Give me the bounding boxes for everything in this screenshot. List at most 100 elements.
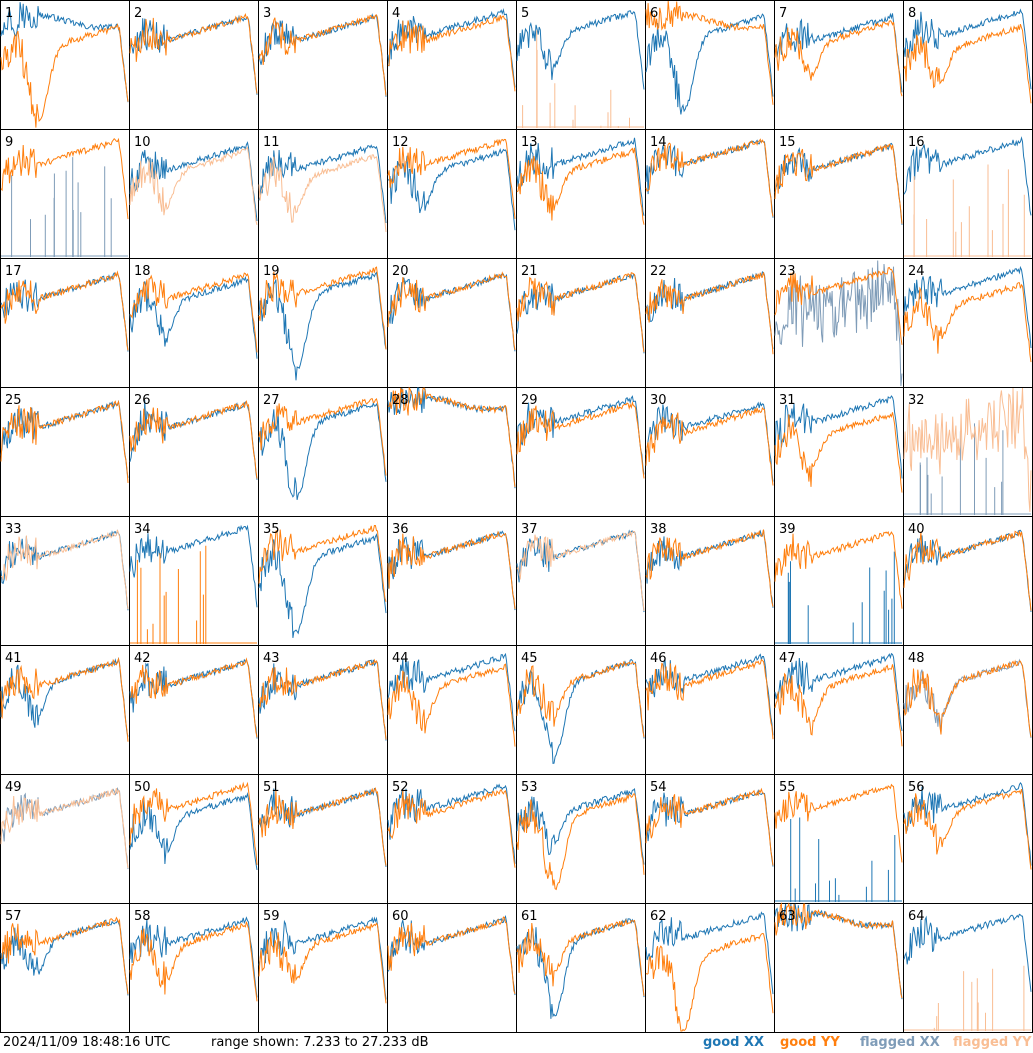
series-xx-tile-31 (774, 395, 903, 479)
tile-label: 56 (908, 780, 925, 795)
tile-43: 43 (258, 645, 388, 775)
tile-label: 15 (779, 135, 796, 150)
tile-label: 25 (5, 393, 22, 408)
series-xx-tile-40 (903, 529, 1032, 612)
tile-54: 54 (645, 774, 775, 904)
series-xx-tile-21 (516, 274, 645, 354)
series-yy-tile-64 (904, 965, 1031, 1031)
tile-label: 7 (779, 6, 787, 21)
tile-label: 48 (908, 651, 925, 666)
series-xx-tile-26 (129, 400, 258, 480)
series-xx-tile-45 (516, 658, 645, 765)
tile-58: 58 (129, 903, 259, 1033)
tile-60: 60 (387, 903, 517, 1033)
series-xx-tile-58 (129, 916, 258, 998)
series-xx-tile-5 (516, 10, 645, 90)
series-yy-tile-39 (774, 530, 903, 609)
tile-19: 19 (258, 258, 388, 388)
series-yy-tile-54 (645, 787, 774, 866)
series-yy-tile-35 (258, 525, 387, 602)
series-xx-tile-7 (774, 12, 903, 93)
legend-flagged-yy: flagged YY (953, 1035, 1032, 1050)
tile-label: 43 (263, 651, 280, 666)
tile-label: 27 (263, 393, 280, 408)
tile-6: 6 (645, 0, 775, 130)
tile-label: 46 (650, 651, 667, 666)
tile-9: 9 (0, 129, 130, 259)
series-yy-tile-41 (0, 657, 129, 742)
series-xx-tile-35 (258, 533, 387, 638)
tile-61: 61 (516, 903, 646, 1033)
tile-17: 17 (0, 258, 130, 388)
tile-30: 30 (645, 387, 775, 517)
tile-border (129, 0, 259, 130)
tile-label: 6 (650, 6, 658, 21)
tile-label: 21 (521, 264, 538, 279)
tile-label: 61 (521, 909, 538, 924)
tile-14: 14 (645, 129, 775, 259)
tile-1: 1 (0, 0, 130, 130)
tile-label: 59 (263, 909, 280, 924)
series-xx-tile-51 (258, 787, 387, 867)
tile-39: 39 (774, 516, 904, 646)
series-yy-tile-36 (387, 530, 516, 609)
tile-label: 41 (5, 651, 22, 666)
tile-20: 20 (387, 258, 517, 388)
tile-label: 54 (650, 780, 667, 795)
tile-label: 36 (392, 522, 409, 537)
series-xx-tile-12 (387, 148, 516, 231)
series-yy-tile-43 (258, 658, 387, 740)
series-yy-tile-53 (516, 793, 645, 891)
tile-8: 8 (903, 0, 1033, 130)
series-yy-tile-60 (387, 916, 516, 995)
tile-label: 52 (392, 780, 409, 795)
series-xx-tile-23 (774, 260, 903, 387)
series-xx-tile-64 (903, 913, 1032, 992)
series-xx-tile-53 (516, 787, 645, 865)
series-yy-tile-6 (645, 0, 774, 105)
tile-29: 29 (516, 387, 646, 517)
tile-45: 45 (516, 645, 646, 775)
series-yy-tile-15 (774, 143, 903, 224)
tile-label: 19 (263, 264, 280, 279)
series-yy-tile-24 (903, 282, 1032, 363)
series-yy-tile-9 (0, 137, 129, 220)
tile-53: 53 (516, 774, 646, 904)
tile-label: 31 (779, 393, 796, 408)
tile-label: 23 (779, 264, 796, 279)
series-yy-tile-21 (516, 272, 645, 353)
tile-32: 32 (903, 387, 1033, 517)
tile-border (903, 0, 1033, 130)
footer: 2024/11/09 18:48:16 UTC range shown: 7.2… (0, 1033, 1033, 1053)
series-yy-tile-44 (387, 663, 516, 747)
legend-good-xx: good XX (703, 1035, 765, 1050)
tile-label: 40 (908, 522, 925, 537)
series-yy-tile-32 (903, 387, 1032, 512)
series-yy-tile-42 (129, 657, 258, 738)
tile-label: 53 (521, 780, 538, 795)
tile-border (0, 0, 130, 130)
series-xx-tile-18 (129, 275, 258, 359)
tile-2: 2 (129, 0, 259, 130)
series-xx-tile-9 (1, 157, 128, 257)
series-xx-tile-55 (775, 817, 902, 902)
series-xx-tile-54 (645, 789, 774, 867)
series-yy-tile-19 (258, 266, 387, 350)
series-yy-tile-14 (645, 138, 774, 217)
tile-label: 13 (521, 135, 538, 150)
series-yy-tile-20 (387, 271, 516, 351)
tile-23: 23 (774, 258, 904, 388)
tile-18: 18 (129, 258, 259, 388)
series-xx-tile-47 (774, 652, 903, 732)
tile-64: 64 (903, 903, 1033, 1033)
tile-label: 29 (521, 393, 538, 408)
tile-label: 35 (263, 522, 280, 537)
series-yy-tile-56 (903, 788, 1032, 870)
tile-49: 49 (0, 774, 130, 904)
tile-label: 44 (392, 651, 409, 666)
series-yy-tile-1 (0, 23, 129, 128)
series-xx-tile-25 (0, 399, 129, 478)
series-xx-tile-56 (903, 782, 1032, 866)
tile-label: 49 (5, 780, 22, 795)
